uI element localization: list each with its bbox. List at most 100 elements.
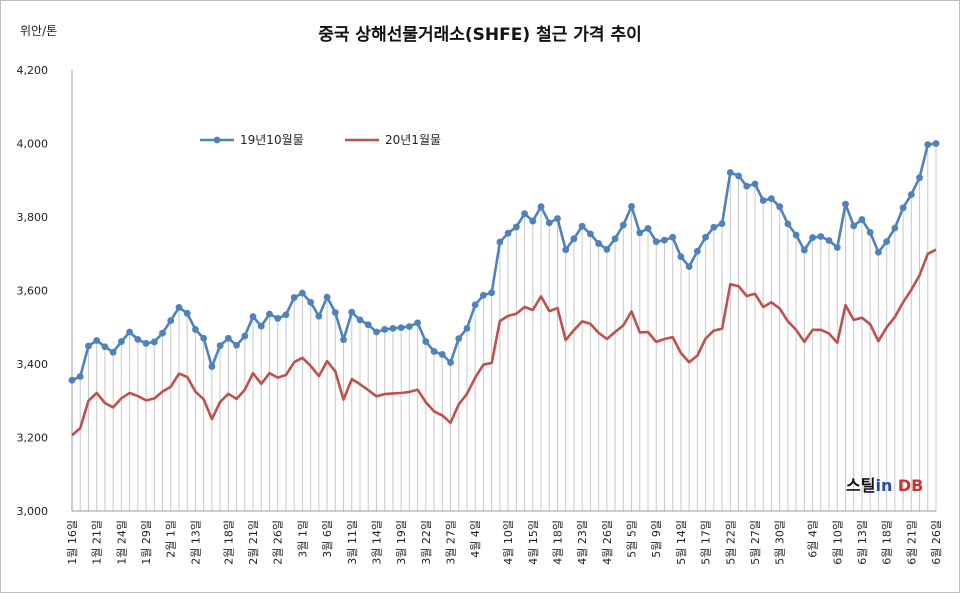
data-point	[126, 328, 133, 336]
data-point	[776, 203, 784, 211]
drop-lines	[71, 143, 937, 511]
x-tick-label: 5월 14일	[674, 520, 688, 565]
data-point	[916, 174, 923, 182]
data-point	[93, 337, 101, 344]
x-tick-label: 3월 6일	[320, 520, 334, 558]
data-point	[792, 231, 800, 239]
x-tick-label: 5월 9일	[649, 520, 663, 558]
data-point	[850, 222, 858, 230]
data-point	[381, 326, 389, 333]
data-point	[587, 230, 594, 238]
data-point	[702, 233, 709, 241]
x-tick-label: 5월 27일	[748, 520, 762, 565]
series-line	[71, 142, 937, 382]
data-point	[619, 221, 627, 229]
data-point	[414, 319, 421, 327]
data-point	[800, 246, 808, 254]
legend-label: 19년10월물	[240, 133, 304, 147]
data-point	[331, 309, 339, 316]
data-point	[496, 238, 504, 246]
data-point	[405, 323, 413, 330]
data-point	[570, 235, 578, 243]
x-tick-label: 3월 19일	[394, 520, 408, 565]
data-point	[85, 342, 92, 350]
x-tick-label: 6월 10일	[830, 520, 844, 565]
watermark-logo: 스틸in DB	[846, 476, 924, 495]
x-tick-label: 1월 29일	[139, 520, 153, 565]
data-point	[883, 238, 891, 246]
data-point	[159, 329, 166, 337]
series-layer	[68, 140, 940, 437]
data-point	[833, 244, 841, 251]
y-tick-label: 3,000	[17, 505, 49, 518]
data-point	[685, 263, 693, 271]
data-point	[595, 240, 603, 247]
data-point	[266, 310, 273, 318]
y-tick-label: 3,600	[17, 285, 49, 298]
data-point	[677, 253, 685, 261]
data-point	[710, 223, 718, 231]
data-point	[603, 245, 611, 253]
data-point	[356, 316, 364, 324]
y-tick-label: 3,800	[17, 211, 49, 224]
data-point	[842, 200, 849, 208]
data-point	[101, 343, 109, 351]
x-tick-label: 4월 26일	[600, 520, 614, 565]
x-tick-label: 2월 18일	[221, 520, 235, 565]
x-tick-label: 2월 26일	[271, 520, 285, 565]
data-point	[364, 321, 372, 329]
data-point	[348, 308, 356, 316]
x-tick-label: 5월 30일	[773, 520, 787, 565]
data-point	[866, 229, 874, 236]
data-point	[109, 348, 117, 356]
data-point	[669, 233, 677, 241]
data-point	[743, 182, 751, 190]
data-point	[652, 238, 660, 246]
data-point	[932, 140, 940, 147]
data-point	[455, 335, 463, 343]
data-point	[924, 141, 932, 149]
x-tick-label: 2월 1일	[164, 520, 178, 558]
legend: 19년10월물 20년1월물	[200, 133, 441, 147]
data-point	[537, 203, 545, 211]
data-point	[150, 338, 158, 346]
data-point	[784, 220, 792, 228]
data-point	[512, 223, 520, 231]
y-tick-label: 3,200	[17, 432, 49, 445]
data-point	[307, 298, 315, 306]
data-point	[488, 289, 496, 297]
data-point	[282, 311, 290, 319]
data-point	[554, 215, 561, 222]
x-tick-label: 3월 22일	[419, 520, 433, 565]
data-point	[142, 340, 150, 347]
data-point	[447, 359, 454, 366]
data-point	[274, 315, 282, 322]
x-tick-label: 4월 4일	[468, 520, 482, 558]
data-point	[373, 328, 380, 336]
data-point	[562, 246, 570, 254]
data-point	[611, 235, 619, 243]
data-point	[430, 348, 438, 355]
x-tick-label: 6월 4일	[806, 520, 820, 558]
series-line	[71, 248, 937, 437]
x-tick-label: 4월 10일	[501, 520, 515, 565]
x-tick-label: 6월 26일	[929, 520, 943, 565]
data-point	[422, 338, 430, 345]
data-point	[340, 336, 347, 344]
x-tick-label: 1월 21일	[90, 520, 104, 565]
data-point	[397, 324, 405, 332]
data-point	[578, 222, 586, 230]
x-tick-label: 4월 23일	[575, 520, 589, 565]
data-point	[389, 324, 397, 332]
data-point	[224, 334, 232, 342]
data-point	[693, 247, 701, 255]
data-point	[192, 326, 199, 333]
x-tick-label: 1월 24일	[114, 520, 128, 565]
x-tick-label: 6월 21일	[904, 520, 918, 565]
x-tick-label: 3월 11일	[345, 520, 359, 565]
data-point	[504, 229, 512, 237]
x-tick-label: 3월 1일	[295, 520, 309, 558]
y-tick-label: 4,200	[17, 64, 49, 77]
